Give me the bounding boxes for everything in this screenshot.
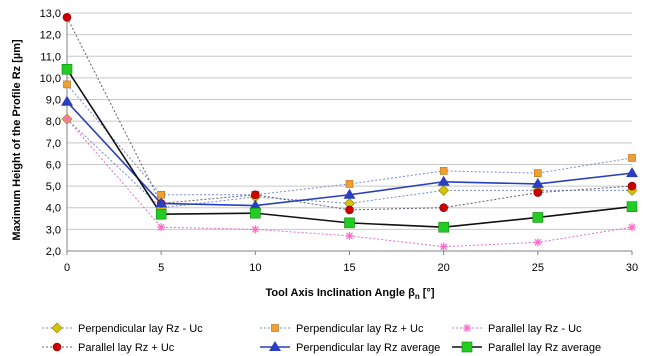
data-point <box>249 199 262 210</box>
x-tick-label: 15 <box>343 262 355 274</box>
legend-marker <box>51 322 63 334</box>
legend-marker <box>463 324 471 332</box>
y-tick-label: 3,0 <box>46 224 61 236</box>
data-point <box>626 201 638 212</box>
y-tick-label: 10,0 <box>40 73 61 85</box>
data-point <box>155 208 167 220</box>
data-point <box>437 175 450 186</box>
legend-item: Parallel lay Rz + Uc <box>42 342 175 354</box>
data-point <box>157 223 166 232</box>
x-axis-title-suffix: [°] <box>420 287 435 299</box>
x-axis-title: Tool Axis Inclination Angle βn [°] <box>266 287 435 301</box>
marker-star-arm <box>63 115 71 123</box>
y-tick-label: 11,0 <box>40 51 61 63</box>
data-point <box>533 188 543 197</box>
x-tick-label: 30 <box>626 262 638 274</box>
data-point <box>63 80 71 89</box>
data-point <box>628 154 636 162</box>
legend-item: Parallel lay Rz average <box>452 341 601 354</box>
marker-star-arm <box>346 232 353 240</box>
data-point <box>628 223 636 232</box>
grid-lines <box>67 12 632 252</box>
legend-marker <box>461 341 473 353</box>
y-tick-label: 8,0 <box>46 116 61 128</box>
x-tick-label: 10 <box>249 262 261 274</box>
data-point <box>343 188 356 199</box>
x-axis-title-main: Tool Axis Inclination Angle β <box>266 287 416 299</box>
data-point <box>531 177 544 188</box>
legend-label: Parallel lay Rz average <box>488 342 601 354</box>
y-tick-label: 6,0 <box>46 159 61 171</box>
marker-star-arm <box>157 223 165 231</box>
data-point <box>534 169 542 177</box>
data-point <box>251 190 260 200</box>
data-point <box>62 13 72 22</box>
x-tick-label: 0 <box>64 262 70 274</box>
data-point <box>63 115 71 124</box>
legend-marker <box>269 341 281 351</box>
data-point <box>155 197 168 208</box>
legend-label: Parallel lay Rz - Uc <box>488 323 582 335</box>
data-point <box>438 221 449 233</box>
data-point <box>439 203 448 213</box>
marker-star-arm <box>251 225 259 233</box>
data-point <box>157 190 165 199</box>
x-tick-label: 5 <box>158 262 164 274</box>
legend-label: Perpendicular lay Rz average <box>296 342 440 354</box>
tick-labels: 2,0 3,0 4,0 5,0 6,0 7,0 8,0 9,0 10,0 11,0 12,0 13,0… <box>40 8 639 274</box>
data-point <box>626 167 638 178</box>
data-point <box>533 238 542 247</box>
legend-label: Parallel lay Rz + Uc <box>78 342 175 354</box>
legend: Perpendicular lay Rz - Uc Perpendicular l… <box>42 322 601 354</box>
legend-item: Perpendicular lay Rz + Uc <box>260 323 424 335</box>
y-tick-label: 4,0 <box>46 203 61 215</box>
y-tick-label: 5,0 <box>46 181 61 193</box>
marker-star-arm <box>534 238 542 246</box>
legend-marker <box>271 324 279 332</box>
data-point <box>345 205 354 215</box>
legend-label: Perpendicular lay Rz - Uc <box>78 323 203 335</box>
data-point <box>439 167 448 175</box>
data-point <box>345 231 354 240</box>
y-tick-label: 7,0 <box>46 138 61 150</box>
series-markers <box>61 13 638 251</box>
data-point <box>344 217 355 229</box>
marker-star-arm <box>463 324 471 332</box>
marker-star-arm <box>628 223 636 231</box>
data-point <box>439 242 448 251</box>
data-point <box>345 180 354 188</box>
data-point <box>61 63 73 75</box>
marker-star-arm <box>440 243 448 251</box>
y-axis-title: Maximum Height of the Profile Rz [µm] <box>11 39 23 241</box>
data-point <box>627 181 637 191</box>
legend-item: Perpendicular lay Rz average <box>260 341 440 354</box>
axes <box>66 13 633 255</box>
x-tick-label: 20 <box>438 262 450 274</box>
series-line <box>66 84 633 196</box>
data-point <box>61 95 73 106</box>
data-point <box>532 212 544 223</box>
y-tick-label: 2,0 <box>46 246 61 258</box>
x-tick-label: 25 <box>532 262 544 274</box>
legend-marker <box>52 342 62 352</box>
data-point <box>438 184 450 196</box>
legend-item: Parallel lay Rz - Uc <box>452 323 582 335</box>
data-point <box>251 225 260 234</box>
x-axis-title-subscript: n <box>415 292 420 301</box>
legend-label: Perpendicular lay Rz + Uc <box>296 323 424 335</box>
y-tick-label: 13,0 <box>40 8 61 20</box>
y-tick-label: 12,0 <box>40 30 61 42</box>
y-tick-label: 9,0 <box>46 95 61 107</box>
data-point <box>250 207 261 219</box>
legend-item: Perpendicular lay Rz - Uc <box>42 322 203 335</box>
